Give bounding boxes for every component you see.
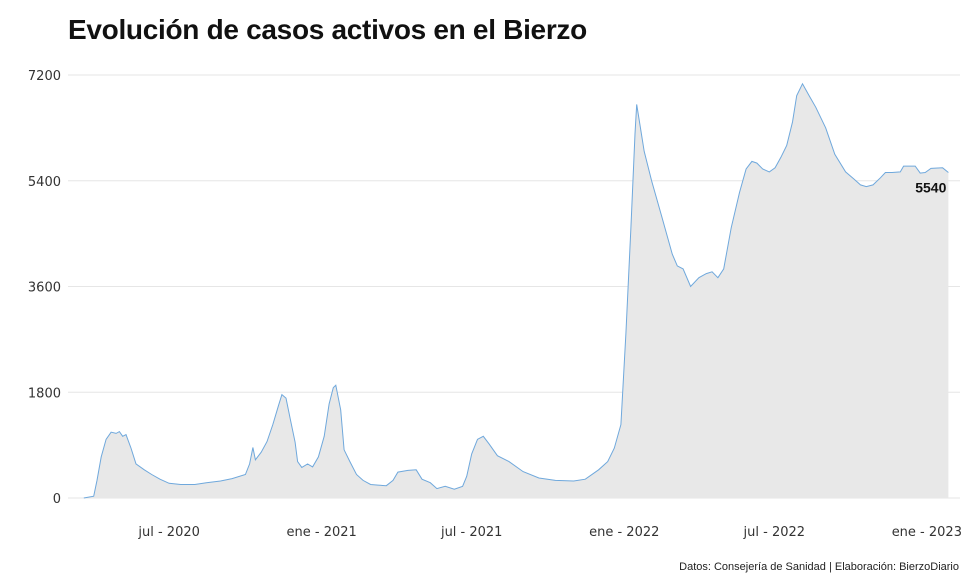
y-tick-label: 7200 (28, 69, 61, 84)
y-axis-ticks: 0 1800 3600 5400 7200 (28, 69, 61, 507)
series-area (83, 83, 949, 499)
series-group (83, 82, 949, 499)
x-tick-label: jul - 2021 (440, 525, 503, 540)
chart-title: Evolución de casos activos en el Bierzo (68, 14, 587, 45)
x-tick-label: ene - 2022 (589, 525, 659, 540)
last-value-label: 5540 (915, 180, 946, 196)
y-tick-label: 1800 (28, 386, 61, 401)
x-tick-label: jul - 2022 (743, 525, 806, 540)
x-tick-label: jul - 2020 (137, 525, 200, 540)
series-line (83, 82, 949, 499)
y-tick-label: 5400 (28, 175, 61, 190)
source-note: Datos: Consejería de Sanidad | Elaboraci… (679, 561, 959, 573)
y-tick-label: 0 (53, 492, 61, 507)
x-tick-label: ene - 2023 (892, 525, 962, 540)
x-tick-label: ene - 2021 (287, 525, 357, 540)
x-axis-ticks: jul - 2020 ene - 2021 jul - 2021 ene - 2022… (137, 525, 962, 540)
y-tick-label: 3600 (28, 281, 61, 296)
